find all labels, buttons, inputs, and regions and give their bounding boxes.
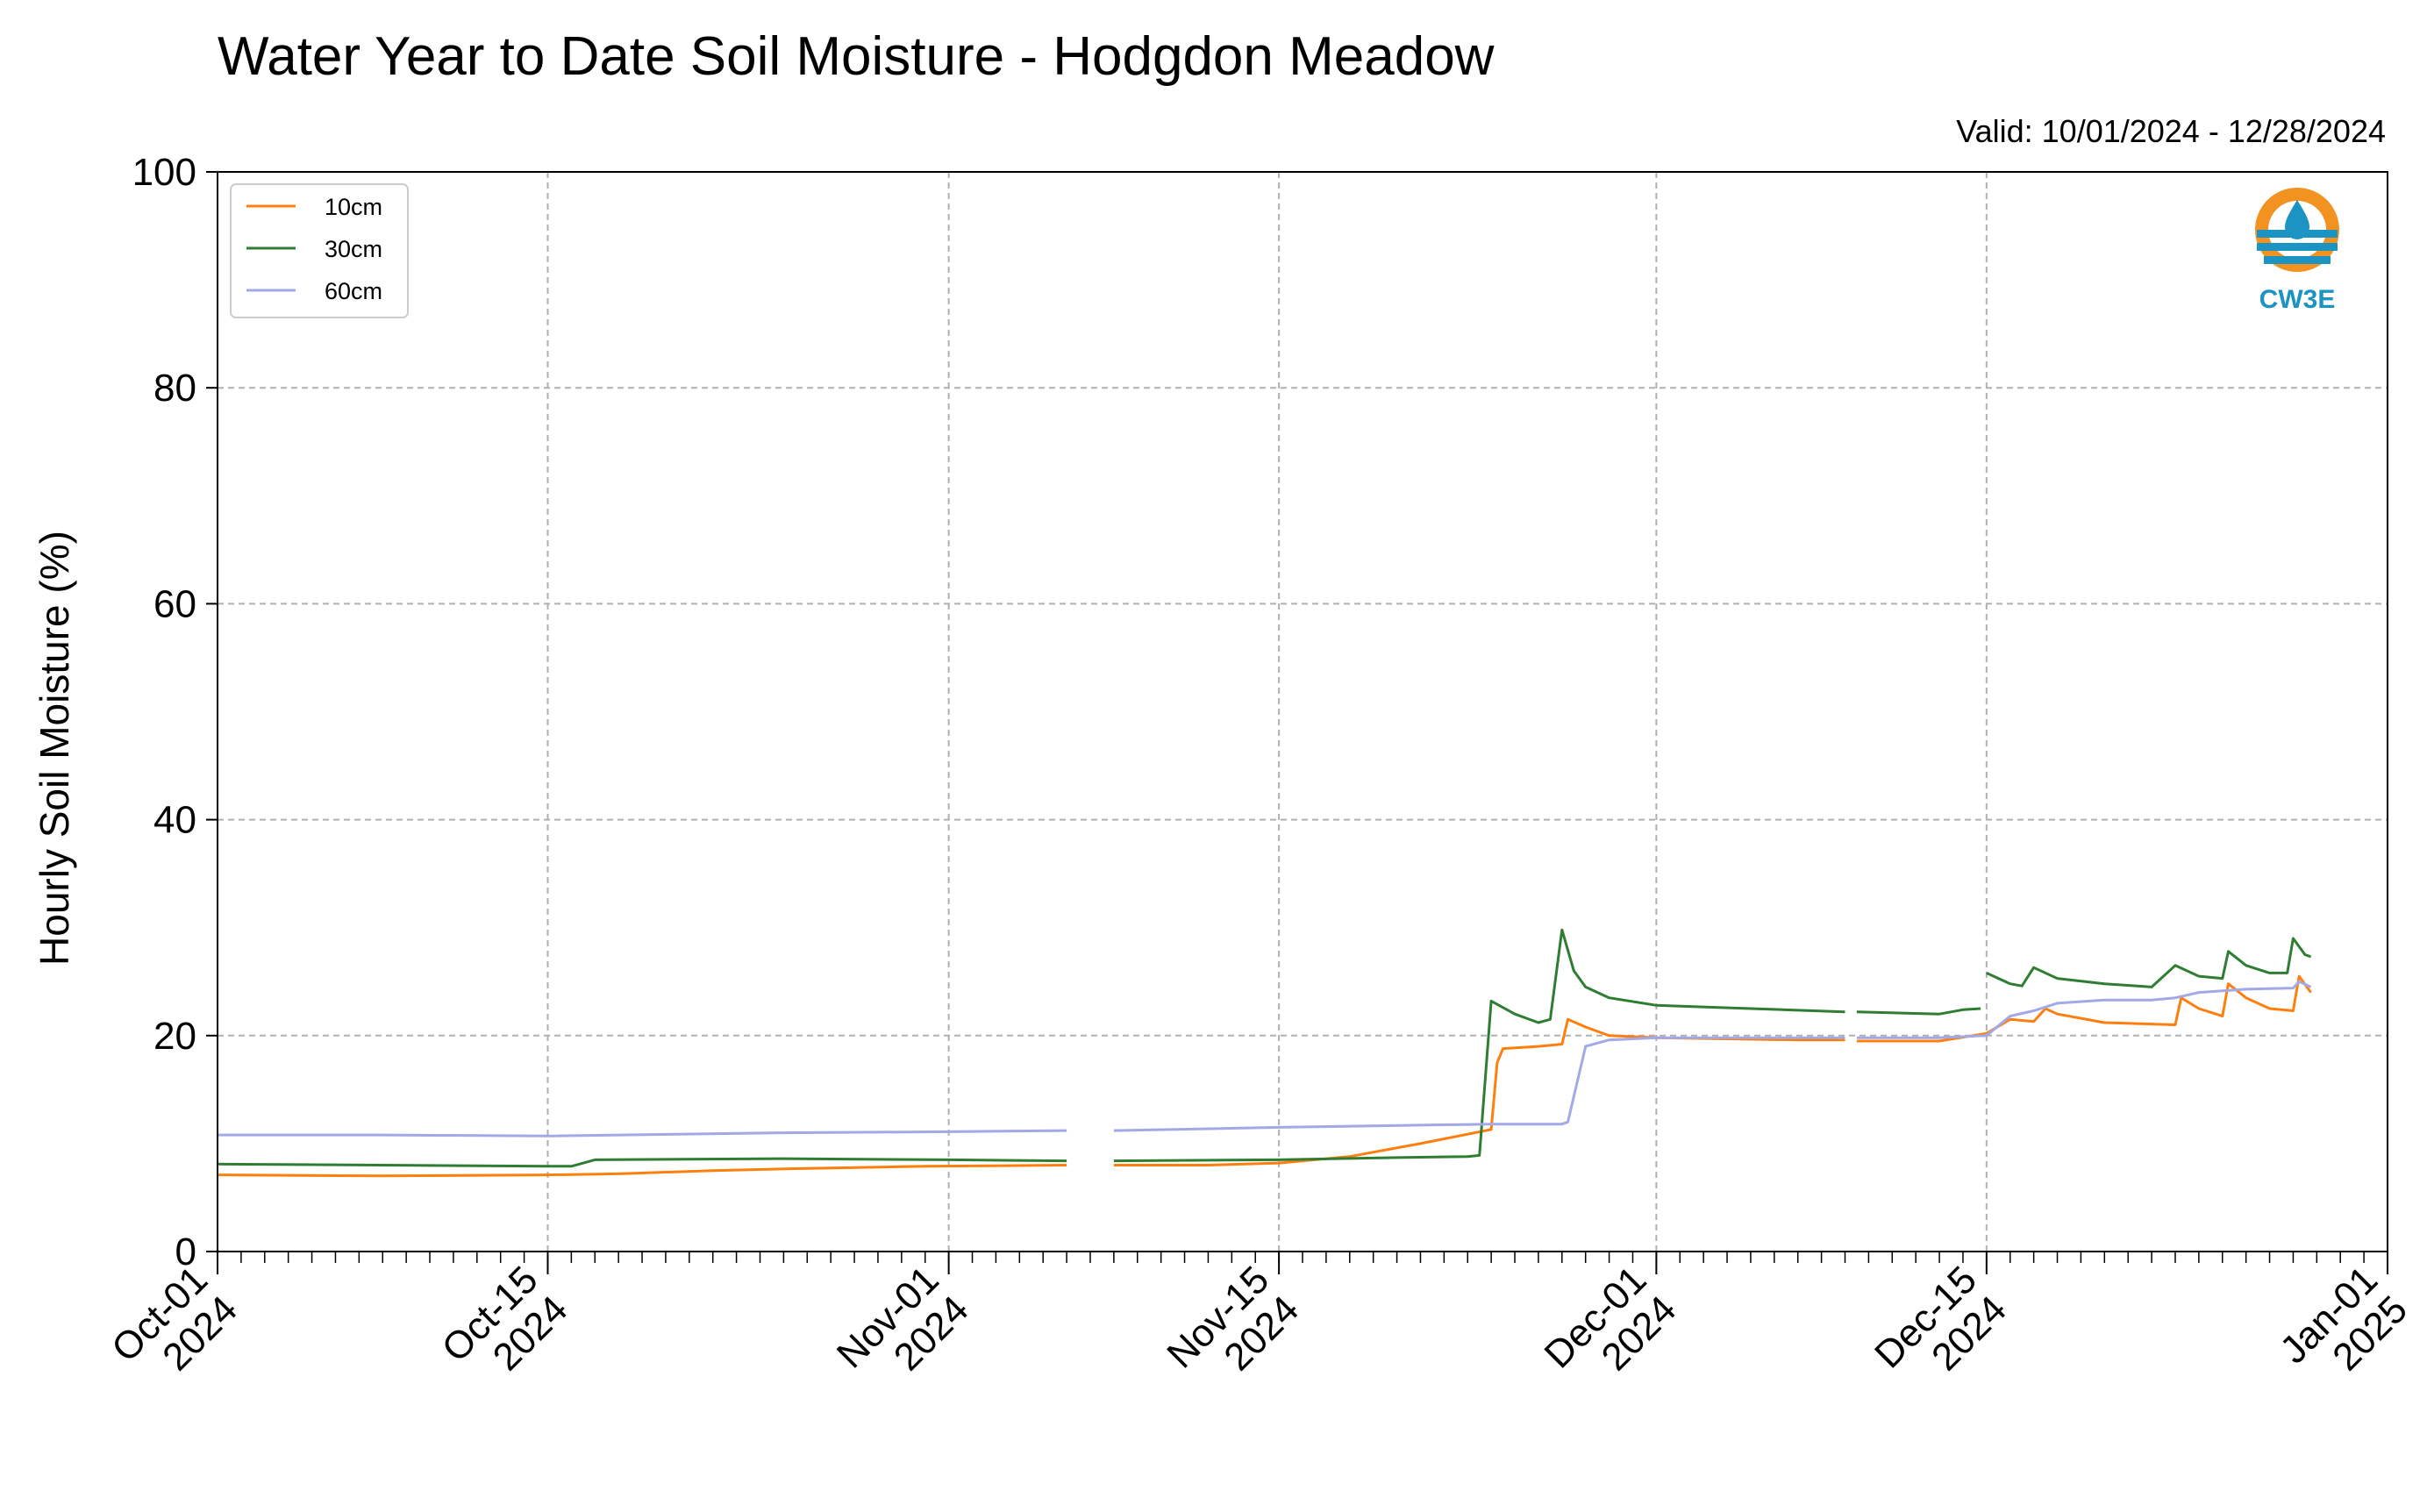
series-line-60cm (218, 1133, 548, 1138)
legend-label-60cm: 60cm (325, 278, 382, 304)
chart-title: Water Year to Date Soil Moisture - Hodgd… (218, 26, 1495, 87)
y-tick-label: 100 (132, 151, 196, 194)
y-tick-label: 80 (153, 367, 196, 410)
valid-date-range: Valid: 10/01/2024 - 12/28/2024 (1956, 113, 2386, 149)
legend-box (230, 183, 409, 318)
y-axis-label: Hourly Soil Moisture (%) (32, 531, 77, 966)
series-line-60cm (1985, 980, 2312, 1037)
legend-label-30cm: 30cm (325, 236, 382, 262)
series-line-60cm (1856, 1034, 1987, 1039)
y-tick-label: 60 (153, 582, 196, 625)
y-tick-label: 20 (153, 1015, 196, 1058)
y-tick-label: 40 (153, 799, 196, 842)
series-line-30cm (547, 1157, 1067, 1168)
y-tick-label: 0 (175, 1230, 196, 1273)
series-line-60cm (1113, 1036, 1845, 1132)
series-line-60cm (547, 1129, 1067, 1138)
legend-label-10cm: 10cm (325, 194, 382, 220)
series-line-10cm (1986, 974, 2312, 1035)
logo-wave-icon (2257, 243, 2338, 251)
series-line-30cm (217, 1162, 548, 1168)
legend: 10cm 30cm 60cm (230, 183, 409, 318)
logo-text: CW3E (2259, 285, 2336, 314)
series-line-10cm (547, 1164, 1067, 1177)
gridlines (218, 172, 2388, 1252)
series-line-30cm (1986, 937, 2312, 988)
logo-wave-icon (2264, 256, 2331, 264)
series-line-30cm (1856, 1007, 1981, 1016)
cw3e-logo: CW3E (2255, 188, 2339, 314)
series-lines (217, 928, 2312, 1178)
series-line-10cm (217, 1173, 548, 1178)
series-line-30cm (1113, 928, 1845, 1163)
water-drop-icon (2285, 200, 2309, 239)
